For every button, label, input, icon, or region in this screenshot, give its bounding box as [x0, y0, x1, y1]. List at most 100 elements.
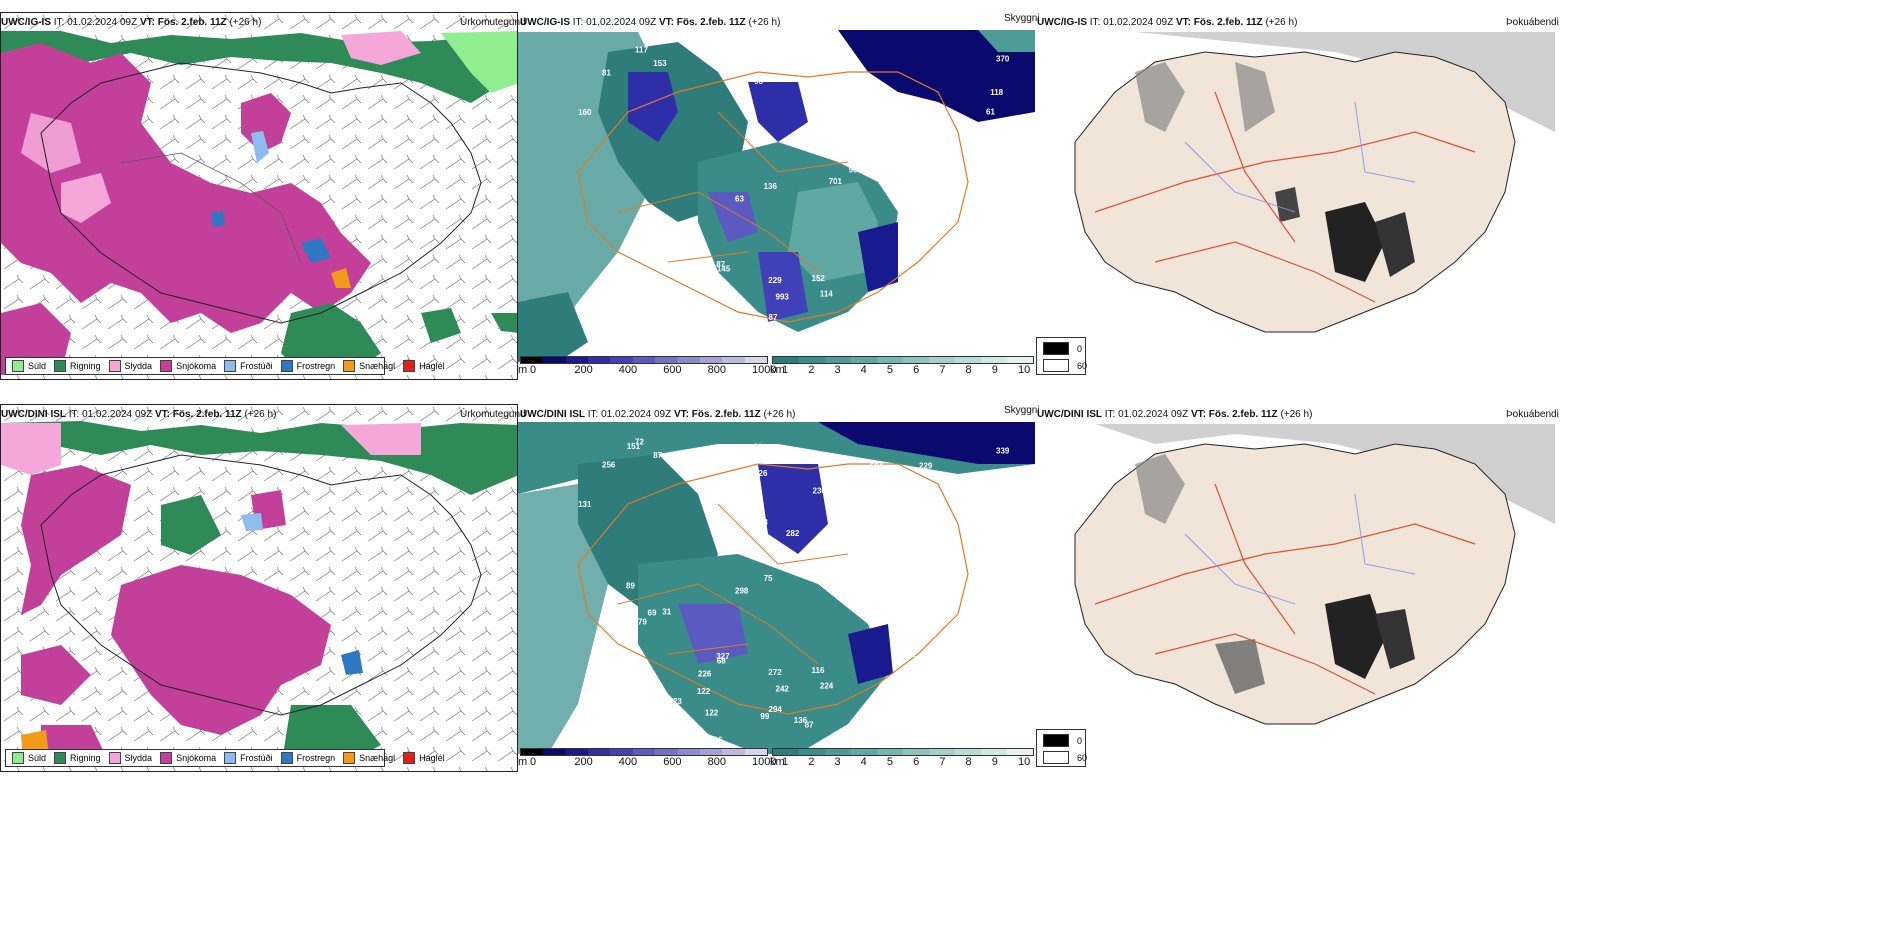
visibility-value-label: 160 [578, 108, 592, 117]
fog-swatch [1043, 342, 1069, 355]
precip-legend-item: Frostúði [224, 752, 273, 764]
visibility-value-label: 333 [755, 518, 769, 527]
visibility-value-label: 180 [786, 137, 800, 146]
colorbar-tick: 7 [939, 756, 946, 768]
legend-label: Frostúði [240, 753, 273, 763]
height-colorbar-top: m 0 200 400 600 800 1000 [518, 356, 776, 380]
colorbar-tick: 1000 [752, 756, 777, 768]
precip-legend-item: Frostúði [224, 360, 273, 372]
colorbar-tick: 1000 [752, 364, 777, 376]
visibility-value-label: 126 [754, 469, 768, 478]
title-precip-bottom: Úrkomutegund [460, 409, 526, 420]
visibility-value-label: 123 [970, 277, 984, 286]
visibility-value-label: 100 [921, 195, 935, 204]
fog-legend-item: 60 [1043, 751, 1087, 764]
title-visibility-bottom: Skyggni [1004, 405, 1040, 416]
colorbar-tick: 4 [860, 364, 867, 376]
legend-label: Rigning [70, 753, 101, 763]
legend-swatch [12, 752, 24, 764]
visibility-value-label: 327 [716, 652, 730, 661]
visibility-value-label: 701 [829, 177, 843, 186]
precip-legend-item: Súld [12, 360, 46, 372]
visibility-value-label: 75 [764, 574, 773, 583]
visibility-value-label: 242 [776, 685, 790, 694]
precip-map-bottom [1, 405, 517, 771]
legend-label: Frostregn [296, 361, 336, 371]
fog-legend-label: 0 [1077, 735, 1083, 746]
colorbar-tick: 9 [991, 364, 998, 376]
visibility-value-label: 250 [965, 717, 979, 726]
legend-swatch [108, 360, 121, 372]
visibility-value-label: 108 [754, 51, 768, 60]
visibility-value-label: 281 [805, 329, 819, 338]
visibility-value-label: 52 [897, 517, 906, 526]
colorbar-tick: 800 [707, 364, 726, 376]
visibility-value-label: 192 [760, 320, 774, 329]
visibility-value-label: 370 [996, 54, 1010, 63]
fog-legend-label: 60 [1077, 752, 1088, 763]
visibility-value-label: 114 [820, 290, 833, 299]
visibility-value-label: 594 [870, 462, 884, 471]
legend-label: Slydda [124, 361, 153, 371]
colorbar-tick: 3 [834, 364, 841, 376]
precip-legend-item: Slydda [108, 360, 153, 372]
colorbar-tick: 5 [886, 364, 893, 376]
visibility-value-label: 63 [735, 194, 744, 203]
visibility-map-top [518, 30, 1035, 362]
fog-legend-bottom: 0 60 [1036, 729, 1087, 767]
precip-legend-item: Snjókoma [160, 360, 216, 372]
legend-swatch [224, 360, 237, 372]
precip-legend-item: Súld [12, 752, 46, 764]
visibility-value-label: 212 [901, 496, 915, 505]
visibility-value-label: 89 [626, 581, 635, 590]
visibility-value-label: 229 [921, 587, 935, 596]
precip-legend-bottom: Súld Rigning Slydda Snjókoma Frostúði Frostre… [5, 749, 445, 767]
legend-swatch [343, 360, 356, 372]
visibility-value-label: 99 [760, 712, 769, 721]
precip-legend-item: Haglél [403, 752, 445, 764]
visibility-value-label: 65 [970, 669, 979, 678]
visibility-value-label: 108 [967, 577, 981, 586]
visibility-value-label: 152 [812, 274, 826, 283]
visibility-value-label: 768 [901, 104, 915, 113]
km-colorbar-top: km 1 2 3 4 5 6 7 8 9 10 [770, 356, 1036, 380]
visibility-value-label: 31 [662, 608, 671, 617]
precip-legend-item: Haglél [403, 360, 445, 372]
visibility-value-label: 574 [992, 175, 1006, 184]
legend-label: Snjókoma [176, 361, 217, 371]
colorbar-tick: 800 [707, 756, 726, 768]
colorbar-strip [772, 356, 1034, 364]
precip-legend-item: Snjókoma [160, 752, 216, 764]
fog-legend-label: 0 [1077, 343, 1083, 354]
title-fog-bottom: Þokuábendi [1506, 409, 1559, 420]
visibility-value-label: 298 [735, 586, 749, 595]
legend-label: Frostúði [240, 361, 273, 371]
precip-legend-item: Slydda [108, 752, 152, 764]
colorbar-tick: 600 [663, 364, 682, 376]
precip-legend-item: Frostregn [280, 752, 335, 764]
precip-legend-item: Snæhagl [343, 752, 395, 764]
visibility-value-label: 87 [716, 260, 725, 269]
visibility-value-label: 976 [965, 325, 979, 334]
legend-label: Súld [28, 361, 47, 371]
visibility-value-label: 102 [714, 344, 728, 353]
legend-swatch [403, 360, 416, 372]
colorbar-strip [520, 356, 768, 364]
precip-legend-item: Rigning [54, 360, 101, 372]
legend-swatch [54, 752, 67, 764]
colorbar-tick: 6 [913, 756, 920, 768]
visibility-value-label: 95 [754, 77, 763, 86]
fog-swatch [1043, 359, 1069, 372]
colorbar-unit: km [770, 364, 785, 376]
fog-legend-label: 60 [1077, 360, 1088, 371]
visibility-value-label: 118 [990, 88, 1003, 97]
precip-legend-item: Snæhagl [343, 360, 395, 372]
colorbar-tick: 6 [913, 364, 920, 376]
visibility-value-label: 151 [627, 442, 641, 451]
visibility-value-label: 87 [769, 313, 778, 322]
visibility-value-label: 993 [776, 293, 790, 302]
visibility-value-label: 256 [602, 461, 616, 470]
fog-swatch [1043, 734, 1069, 747]
colorbar-tick: 8 [965, 364, 972, 376]
legend-swatch [280, 360, 293, 372]
